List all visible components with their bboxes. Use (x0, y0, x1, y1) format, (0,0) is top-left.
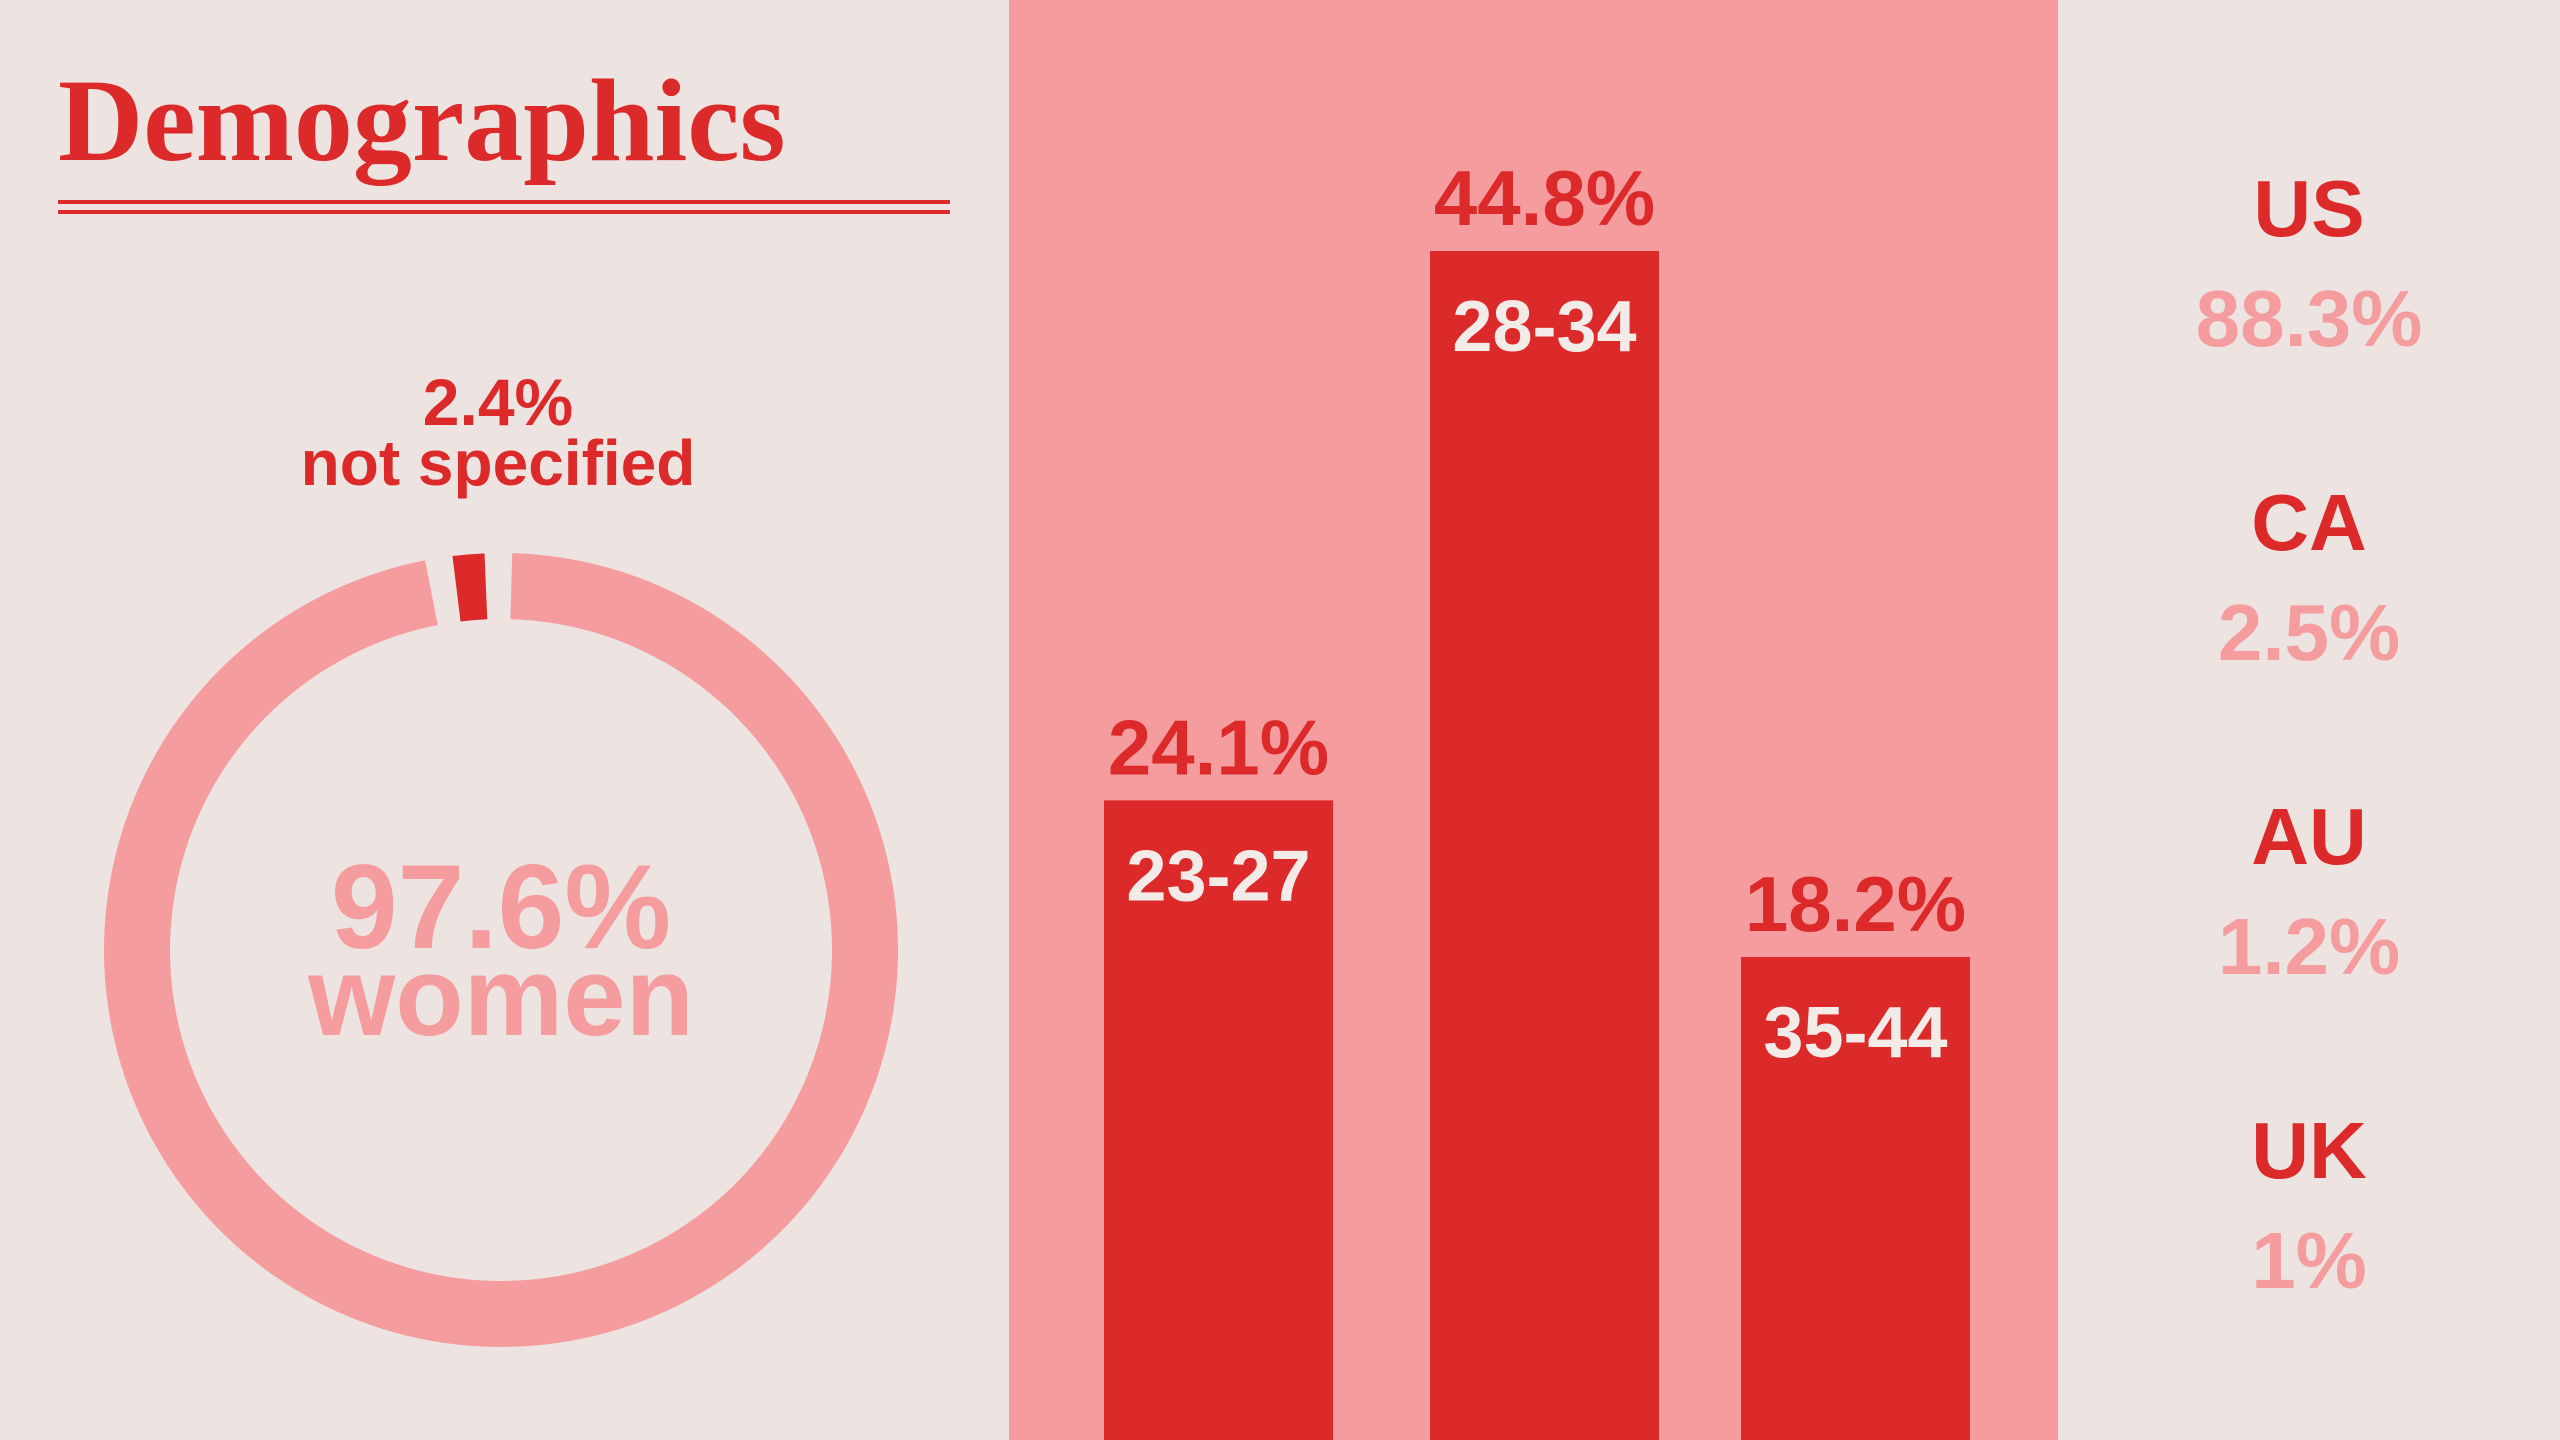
country-share: 1.2% (2218, 902, 2400, 991)
country-share: 1% (2251, 1216, 2367, 1305)
bar-value-label: 18.2% (1745, 860, 1966, 948)
country-name: US (2253, 164, 2364, 253)
country-name: AU (2251, 792, 2367, 881)
bar (1104, 800, 1333, 1440)
country-name: CA (2251, 478, 2367, 567)
minor-label: not specified (301, 427, 696, 499)
bar-value-label: 24.1% (1108, 703, 1329, 791)
bar (1741, 956, 1970, 1440)
country-share: 2.5% (2218, 588, 2400, 677)
minor-value: 2.4% (423, 365, 573, 439)
bar (1430, 251, 1659, 1440)
bar-category-label: 35-44 (1763, 993, 1947, 1073)
country-share: 88.3% (2196, 274, 2423, 363)
donut-center-label: women (307, 934, 694, 1059)
page-title: Demographics (58, 55, 786, 186)
bar-value-label: 44.8% (1434, 154, 1655, 242)
donut-center-value: 97.6% (331, 840, 671, 974)
donut-segment (452, 553, 488, 622)
bar-category-label: 28-34 (1452, 287, 1636, 367)
country-name: UK (2251, 1106, 2367, 1195)
bar-category-label: 23-27 (1126, 836, 1310, 916)
